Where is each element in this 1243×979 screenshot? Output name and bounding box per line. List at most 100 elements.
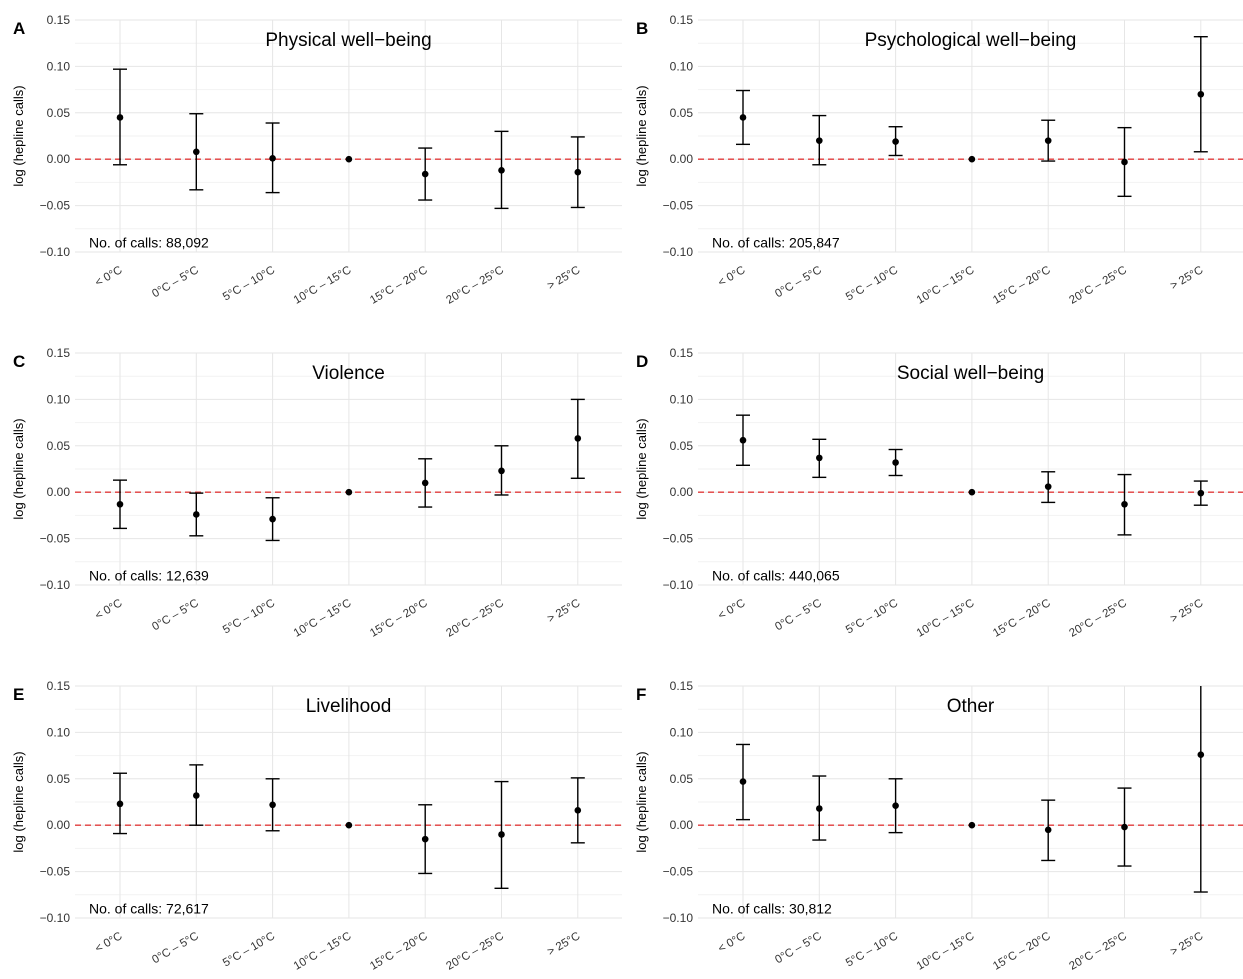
estimate-point bbox=[498, 167, 505, 174]
panel-title: Psychological well−being bbox=[865, 30, 1077, 51]
estimate-point bbox=[421, 835, 429, 843]
panel-title: Violence bbox=[312, 363, 385, 384]
y-tick-label: 0.10 bbox=[670, 725, 694, 739]
y-axis-label: log (hepline calls) bbox=[11, 418, 26, 519]
y-tick-label: 0.00 bbox=[47, 818, 71, 832]
x-tick-label: > 25°C bbox=[545, 264, 582, 292]
y-tick-label: 0.05 bbox=[670, 106, 694, 120]
estimate-point bbox=[1121, 823, 1128, 831]
y-tick-label: 0.10 bbox=[47, 392, 71, 406]
panel-title: Livelihood bbox=[306, 696, 392, 717]
estimate-point bbox=[1044, 483, 1052, 490]
y-axis-label: log (hepline calls) bbox=[634, 85, 649, 186]
calls-count-label: No. of calls: 12,639 bbox=[89, 568, 209, 584]
panel-a: 0.15 0.10 0.05 0.00 −0.05 −0.10 < 0°C 0°C – 5°C… bbox=[11, 13, 622, 307]
y-tick-label: 0.15 bbox=[47, 346, 71, 360]
estimate-point bbox=[574, 435, 582, 442]
estimate-point bbox=[193, 148, 200, 156]
estimate-point bbox=[1197, 489, 1205, 497]
panel-title: Social well−being bbox=[897, 363, 1044, 384]
y-tick-label: 0.10 bbox=[670, 392, 694, 406]
x-tick-label: 5°C – 10°C bbox=[844, 930, 900, 969]
x-tick-label: 10°C – 15°C bbox=[915, 264, 977, 306]
y-tick-label: 0.15 bbox=[670, 679, 694, 693]
x-tick-label: < 0°C bbox=[93, 597, 124, 622]
estimate-point bbox=[269, 154, 276, 162]
x-tick-label: 0°C – 5°C bbox=[773, 930, 824, 966]
estimate-point bbox=[116, 800, 124, 808]
x-tick-label: 10°C – 15°C bbox=[292, 264, 354, 306]
x-tick-label: 0°C – 5°C bbox=[150, 597, 201, 633]
calls-count-label: No. of calls: 205,847 bbox=[712, 235, 840, 251]
y-tick-label: −0.05 bbox=[663, 865, 694, 879]
y-tick-label: 0.05 bbox=[670, 772, 694, 786]
x-tick-label: 10°C – 15°C bbox=[915, 597, 977, 639]
estimate-point bbox=[421, 479, 429, 487]
panel-b: 0.15 0.10 0.05 0.00 −0.05 −0.10 < 0°C 0°C – 5°C… bbox=[634, 13, 1243, 307]
y-axis-label: log (hepline calls) bbox=[11, 751, 26, 852]
estimate-point bbox=[1121, 500, 1128, 508]
estimate-point bbox=[498, 831, 505, 838]
estimate-point bbox=[1197, 751, 1205, 758]
panel-letter: E bbox=[13, 685, 24, 704]
y-tick-label: −0.10 bbox=[663, 245, 694, 259]
y-tick-label: −0.10 bbox=[40, 245, 71, 259]
x-tick-label: 0°C – 5°C bbox=[773, 264, 824, 300]
y-tick-label: −0.10 bbox=[40, 578, 71, 592]
y-tick-label: 0.10 bbox=[47, 725, 71, 739]
estimate-point bbox=[345, 488, 353, 496]
y-tick-label: 0.05 bbox=[670, 439, 694, 453]
y-tick-label: −0.05 bbox=[40, 865, 71, 879]
estimate-point bbox=[968, 488, 976, 496]
y-tick-label: −0.10 bbox=[663, 911, 694, 925]
y-tick-label: 0.05 bbox=[47, 439, 71, 453]
x-tick-label: 5°C – 10°C bbox=[221, 930, 277, 969]
x-tick-label: 10°C – 15°C bbox=[292, 597, 354, 639]
estimate-point bbox=[269, 801, 276, 809]
x-tick-label: 20°C – 25°C bbox=[1067, 597, 1129, 639]
x-tick-label: < 0°C bbox=[716, 930, 747, 955]
estimate-point bbox=[1197, 90, 1205, 98]
estimate-point bbox=[968, 821, 976, 829]
x-tick-label: 20°C – 25°C bbox=[1067, 264, 1129, 306]
estimate-point bbox=[892, 138, 899, 145]
x-tick-label: > 25°C bbox=[1168, 264, 1205, 292]
estimate-point bbox=[739, 778, 747, 785]
estimate-point bbox=[968, 155, 976, 163]
y-tick-label: −0.10 bbox=[663, 578, 694, 592]
y-tick-label: 0.10 bbox=[670, 59, 694, 73]
y-tick-label: 0.00 bbox=[670, 818, 694, 832]
estimate-point bbox=[1121, 158, 1128, 166]
x-tick-label: < 0°C bbox=[716, 597, 747, 622]
estimate-point bbox=[345, 821, 353, 829]
x-tick-label: > 25°C bbox=[545, 930, 582, 958]
x-tick-label: 0°C – 5°C bbox=[150, 264, 201, 300]
estimate-point bbox=[498, 467, 505, 475]
x-tick-label: 15°C – 20°C bbox=[368, 264, 430, 306]
estimate-point bbox=[193, 511, 200, 518]
panel-letter: B bbox=[636, 19, 648, 38]
x-tick-label: 10°C – 15°C bbox=[915, 930, 977, 972]
y-tick-label: −0.05 bbox=[663, 199, 694, 213]
x-tick-label: 15°C – 20°C bbox=[991, 597, 1053, 639]
estimate-point bbox=[1044, 826, 1052, 834]
y-tick-label: 0.15 bbox=[47, 679, 71, 693]
x-tick-label: 15°C – 20°C bbox=[368, 597, 430, 639]
y-tick-label: 0.15 bbox=[670, 346, 694, 360]
estimate-point bbox=[739, 436, 747, 444]
calls-count-label: No. of calls: 72,617 bbox=[89, 901, 209, 917]
estimate-point bbox=[816, 454, 823, 462]
y-tick-label: −0.05 bbox=[663, 532, 694, 546]
x-tick-label: 0°C – 5°C bbox=[150, 930, 201, 966]
x-tick-label: < 0°C bbox=[93, 930, 124, 955]
y-tick-label: 0.00 bbox=[47, 485, 71, 499]
y-tick-label: −0.10 bbox=[40, 911, 71, 925]
y-axis-label: log (hepline calls) bbox=[634, 751, 649, 852]
y-axis-label: log (hepline calls) bbox=[634, 418, 649, 519]
estimate-point bbox=[116, 500, 124, 508]
estimate-point bbox=[816, 805, 823, 812]
error-bar bbox=[1193, 686, 1208, 893]
panel-letter: D bbox=[636, 352, 648, 371]
y-tick-label: 0.10 bbox=[47, 59, 71, 73]
